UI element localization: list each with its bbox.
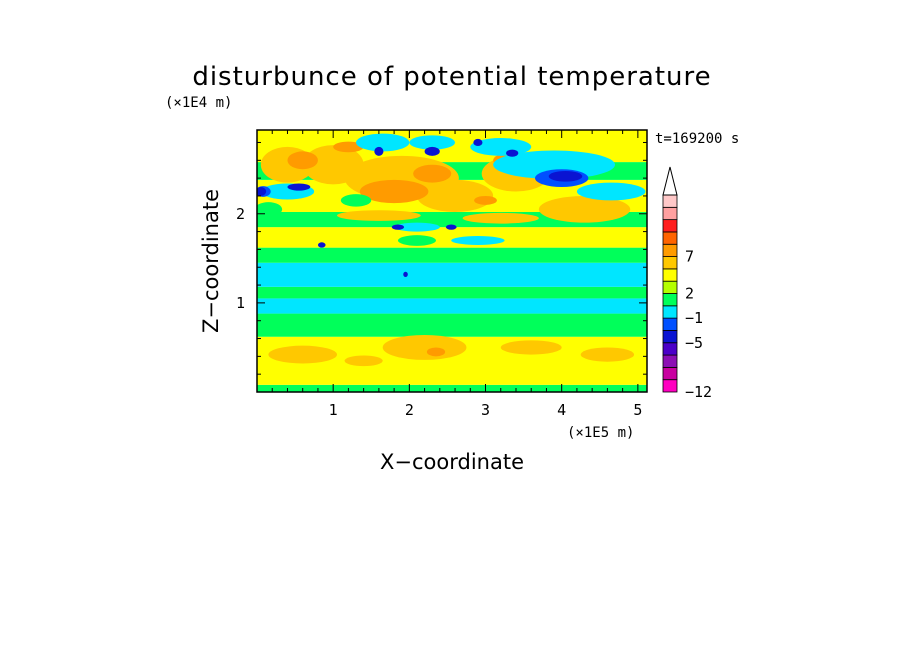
contour-blob-40 (445, 224, 457, 230)
x-axis-label: X−coordinate (380, 450, 524, 474)
colorbar-extend-arrow (662, 166, 678, 196)
contour-blob-10 (538, 195, 631, 223)
contour-blob-8 (416, 179, 494, 212)
contour-blob-37 (424, 146, 440, 156)
contour-blob-34 (257, 187, 267, 196)
colorbar-swatch (662, 317, 678, 331)
axis-ticks: 1 2 3 4 5 1 2 (236, 130, 647, 419)
contour-blob-3 (580, 347, 635, 362)
colorbar-label: 2 (685, 285, 694, 303)
colorbar: −12−5−127 (662, 166, 712, 401)
plot-area (257, 130, 647, 392)
contour-band-0 (257, 384, 647, 392)
contour-blob-43 (403, 271, 408, 278)
colorbar-swatch (662, 243, 678, 257)
contour-blob-19 (426, 347, 446, 357)
contour-blob-26 (356, 133, 410, 152)
colorbar-swatch (662, 305, 678, 319)
contour-band-3 (257, 298, 647, 314)
colorbar-swatch (662, 366, 678, 381)
contour-blob-20 (257, 202, 283, 217)
contour-blob-18 (474, 195, 497, 205)
contour-blob-42 (317, 242, 326, 248)
colorbar-swatch (662, 268, 678, 282)
y-tick-label: 1 (236, 294, 245, 312)
contour-blob-35 (287, 183, 311, 191)
colorbar-swatch (662, 342, 678, 356)
contour-blob-12 (462, 212, 539, 224)
contour-blob-27 (409, 135, 456, 150)
contour-blob-0 (268, 345, 337, 364)
contour-blob-1 (382, 334, 467, 360)
colorbar-swatch (662, 354, 678, 368)
time-label: t=169200 s (655, 131, 739, 147)
y-tick-label: 2 (236, 205, 245, 223)
contour-blob-39 (391, 224, 405, 230)
contour-blob-21 (340, 194, 372, 207)
contour-blob-38 (506, 149, 519, 157)
colorbar-swatch (662, 293, 678, 307)
contour-blob-2 (500, 340, 562, 355)
contour-band-4 (257, 286, 647, 299)
colorbar-label: −1 (685, 309, 703, 327)
contour-blob-36 (374, 146, 384, 156)
contour-blob-11 (336, 210, 421, 221)
colorbar-swatch (662, 256, 678, 270)
plot-frame (256, 129, 648, 393)
colorbar-swatch (662, 206, 678, 221)
x-tick-label: 2 (405, 401, 414, 419)
contour-blob-23 (493, 150, 616, 180)
y-unit-label: (×1E4 m) (165, 95, 232, 111)
x-tick-label: 4 (557, 401, 566, 419)
x-unit-label: (×1E5 m) (567, 425, 634, 441)
contour-blob-15 (413, 164, 452, 183)
contour-blob-4 (344, 355, 383, 367)
contour-blob-29 (394, 222, 440, 232)
x-tick-label: 3 (481, 401, 490, 419)
contour-blob-30 (451, 236, 505, 245)
colorbar-swatch (662, 219, 678, 233)
colorbar-swatch (662, 379, 678, 393)
contour-band-2 (257, 313, 647, 337)
contour-blob-24 (576, 182, 646, 201)
x-tick-label: 1 (329, 401, 338, 419)
contour-blob-41 (473, 138, 483, 147)
contour-blob-13 (287, 151, 318, 170)
chart-title: disturbunce of potential temperature (192, 62, 711, 92)
contour-band-7 (257, 227, 647, 248)
colorbar-label: 7 (685, 248, 694, 266)
colorbar-swatch (662, 330, 678, 344)
colorbar-swatch (662, 280, 678, 294)
colorbar-label: −5 (685, 334, 703, 352)
contour-blob-22 (397, 235, 437, 246)
contour-blob-16 (333, 141, 364, 153)
x-tick-label: 5 (633, 401, 642, 419)
colorbar-label: −12 (685, 383, 712, 401)
colorbar-swatch (662, 194, 678, 208)
contour-blob-14 (359, 179, 429, 204)
colorbar-swatch (662, 231, 678, 245)
contour-blob-33 (548, 170, 583, 182)
contour-band-5 (257, 262, 647, 287)
y-axis-label: Z−coordinate (199, 189, 223, 333)
contour-band-6 (257, 247, 647, 263)
